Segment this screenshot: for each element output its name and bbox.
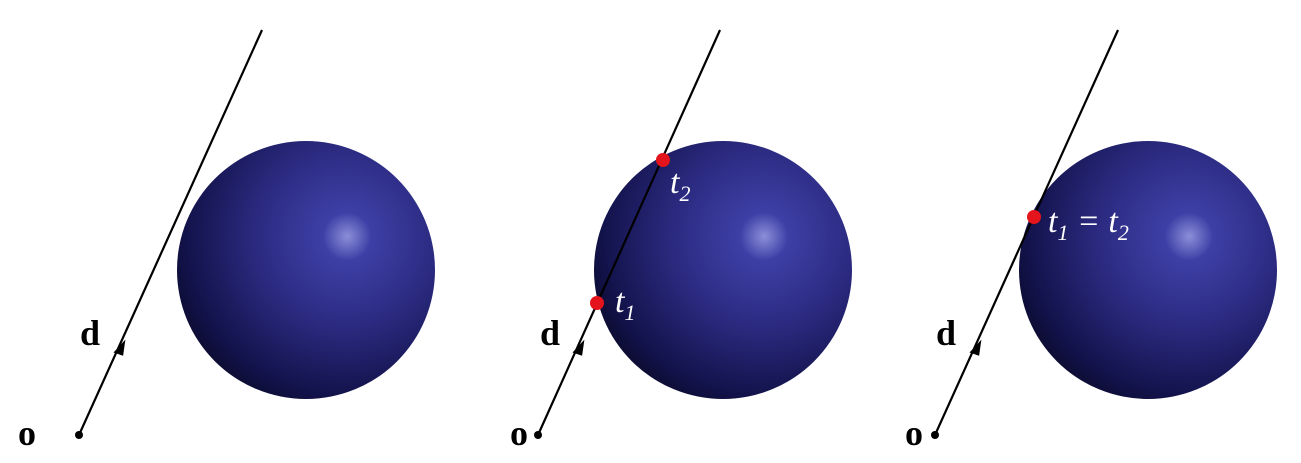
sphere: [594, 141, 852, 399]
sphere: [177, 141, 435, 399]
origin-label: o: [905, 413, 923, 453]
ray-line: [536, 29, 722, 436]
origin-label: o: [510, 413, 528, 453]
ray-line: [933, 29, 1120, 436]
intersection-point-t1: [590, 296, 604, 310]
direction-label: d: [936, 313, 956, 353]
panel-tangent: o d t1 = t2: [905, 29, 1277, 453]
intersection-point-tangent: [1027, 210, 1041, 224]
direction-arrow-icon: [572, 339, 585, 356]
ray-line: [77, 29, 264, 436]
origin-point: [931, 431, 939, 439]
origin-label: o: [18, 413, 36, 453]
origin-point: [534, 431, 542, 439]
panel-two-intersections: o d t1 t2: [510, 29, 852, 453]
t1-label: t1: [615, 283, 635, 325]
direction-label: d: [540, 313, 560, 353]
direction-arrow-icon: [969, 339, 982, 356]
tangent-label: t1 = t2: [1048, 203, 1129, 245]
panel-miss: o d: [18, 29, 435, 453]
intersection-point-t2: [656, 153, 670, 167]
sphere: [1019, 141, 1277, 399]
origin-point: [75, 431, 83, 439]
direction-label: d: [80, 313, 100, 353]
direction-arrow-icon: [113, 339, 126, 356]
t2-label: t2: [670, 164, 690, 206]
